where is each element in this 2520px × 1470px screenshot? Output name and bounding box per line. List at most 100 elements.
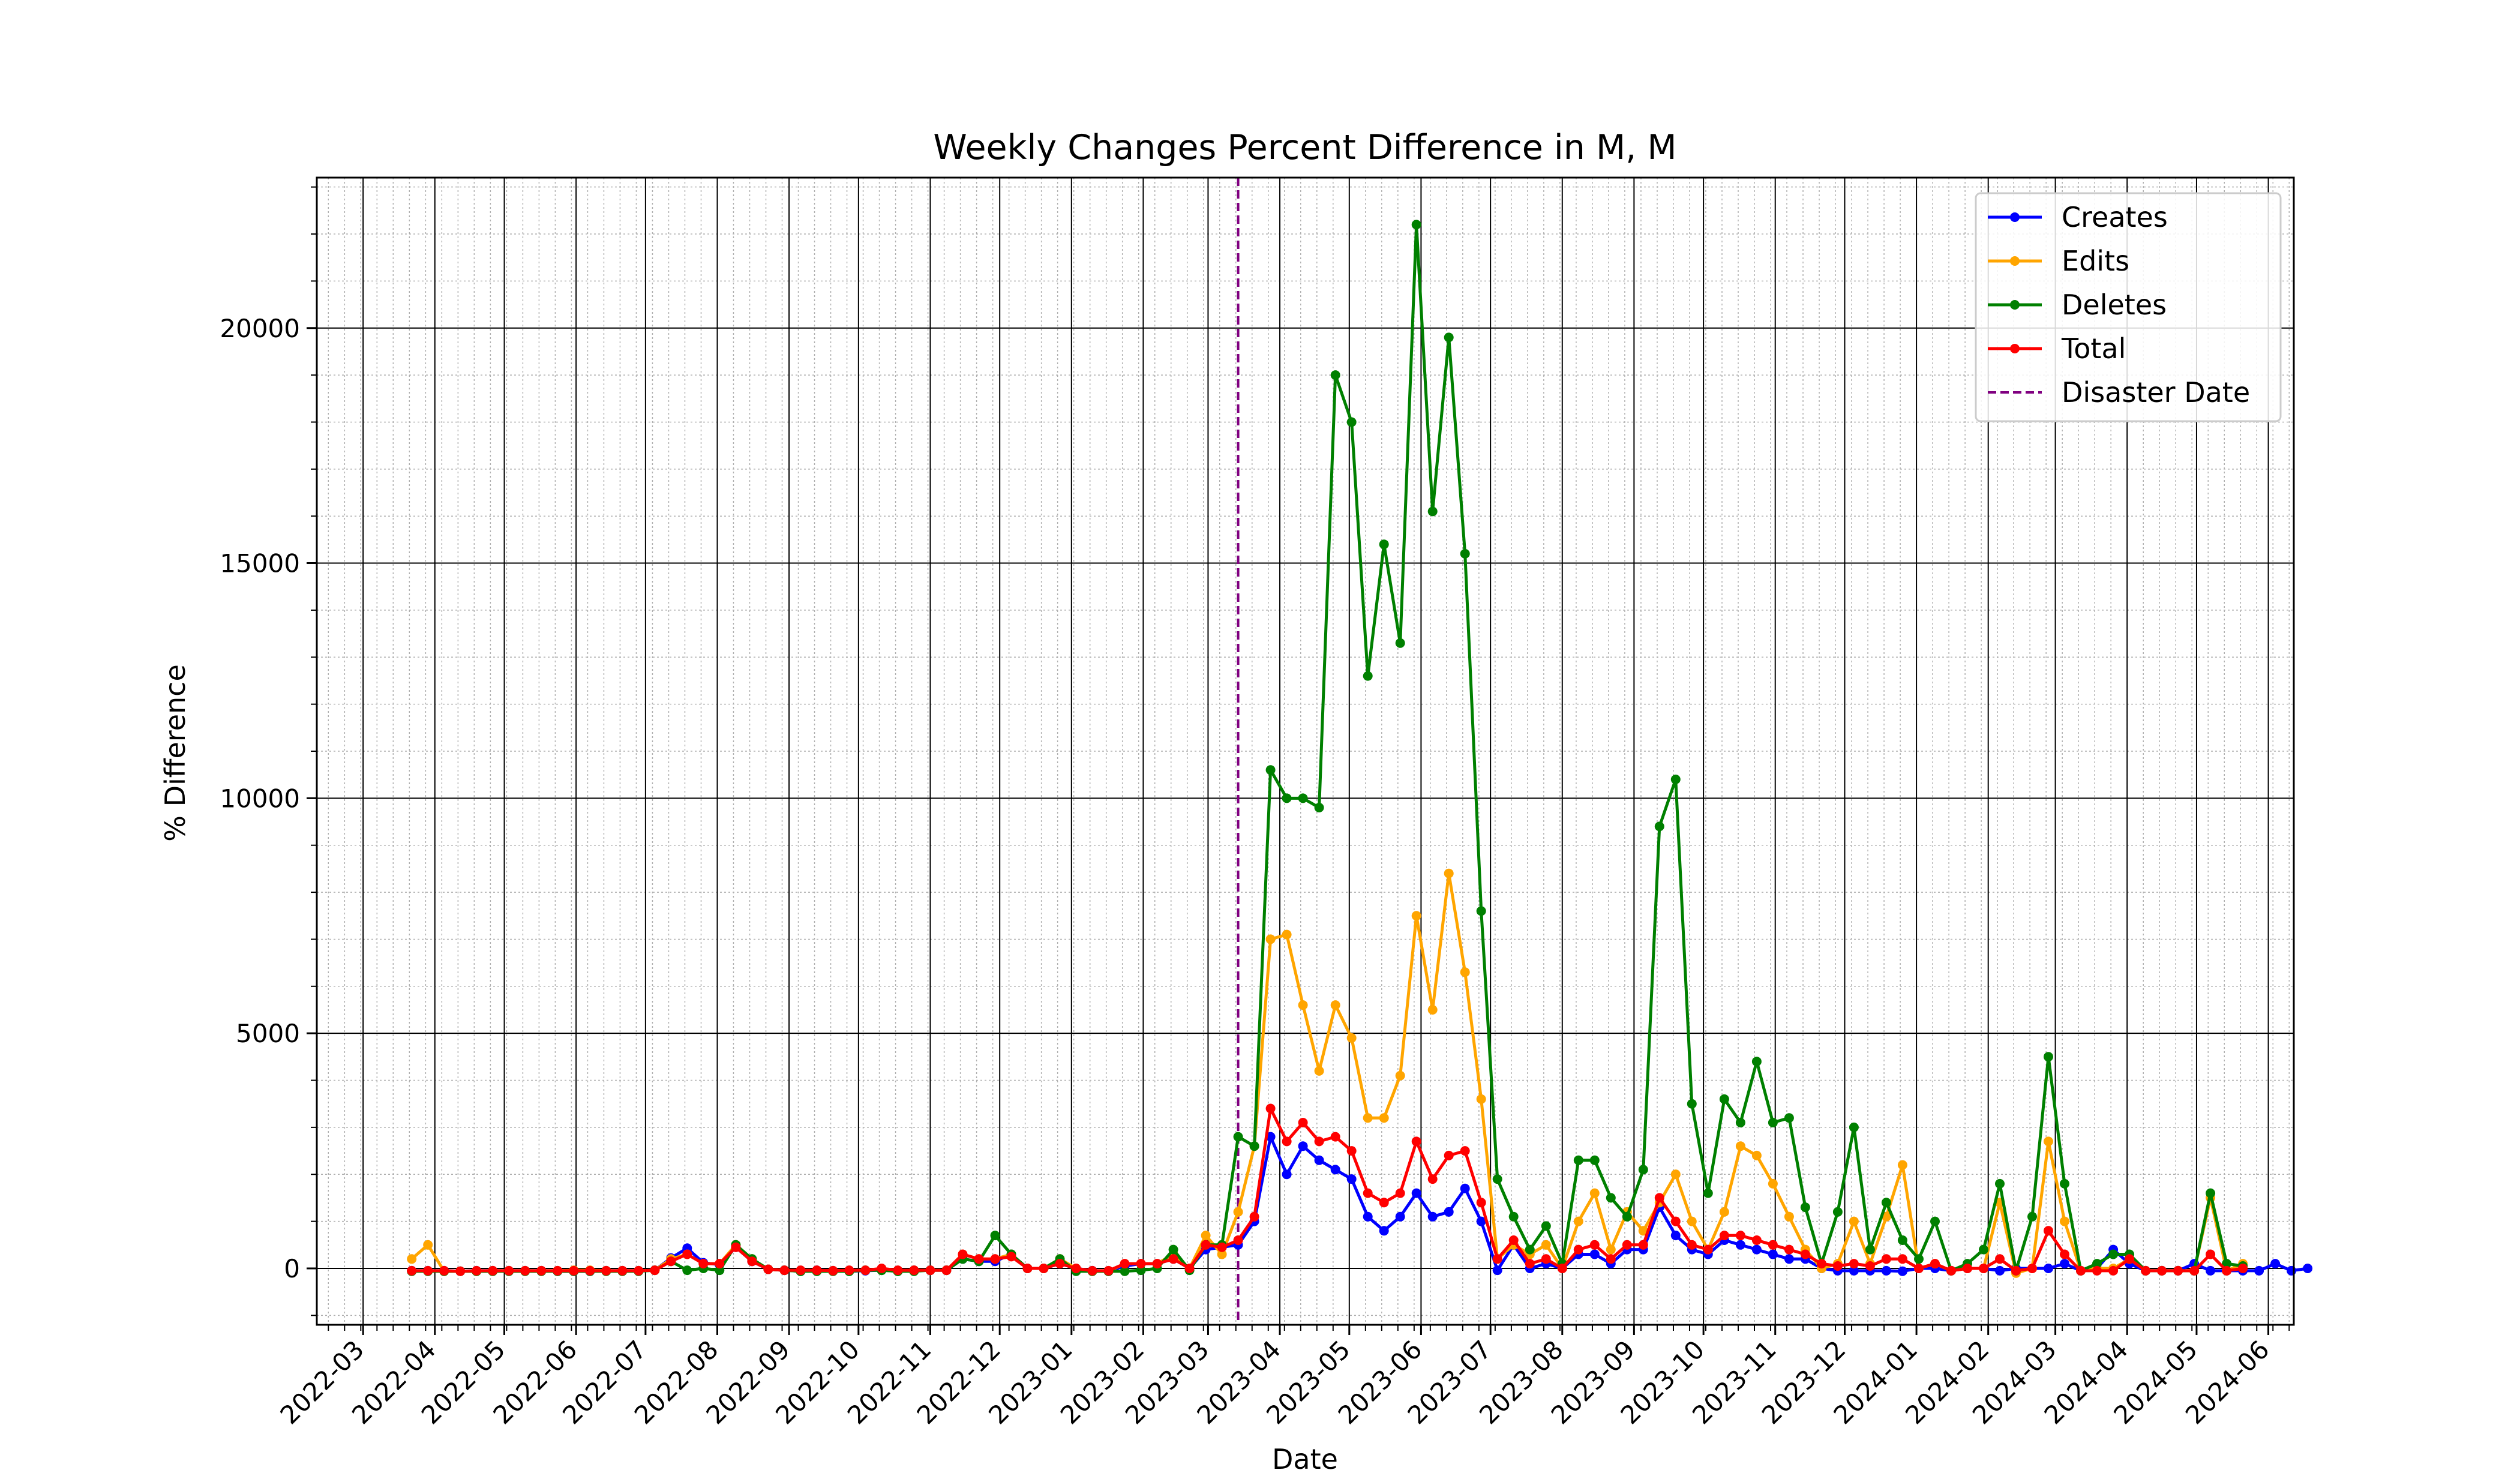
data-point-total [1914,1264,1924,1273]
data-point-deletes [1800,1202,1810,1213]
x-axis-label: Date [1272,1443,1338,1470]
data-point-total [2189,1265,2200,1276]
y-axis-ticks: 0 5000 10000 15000 20000 [220,186,317,1316]
data-point-deletes [2027,1211,2037,1222]
data-point-edits [1282,929,1292,940]
data-point-deletes [715,1265,725,1276]
data-point-creates [1735,1240,1745,1250]
data-point-edits [1201,1231,1211,1241]
data-point-edits [1751,1150,1762,1160]
data-point-total [1979,1264,1988,1273]
data-point-deletes [1249,1141,1259,1151]
data-point-total [1184,1264,1195,1273]
data-point-total [1849,1259,1859,1269]
data-point-total [1622,1240,1632,1250]
data-point-edits [1233,1207,1243,1217]
data-point-deletes [2044,1052,2053,1062]
data-point-deletes [1265,765,1276,775]
data-point-total [439,1265,449,1276]
data-point-total [1784,1244,1794,1255]
data-point-total [1346,1146,1357,1156]
data-point-deletes [2108,1249,2119,1259]
data-point-edits [1768,1178,1778,1189]
data-point-edits [407,1254,417,1264]
data-point-creates [1411,1188,1421,1198]
legend-label: Creates [2062,201,2168,233]
data-point-edits [1573,1216,1583,1226]
data-point-total [2092,1265,2102,1276]
data-point-total [1963,1264,1972,1273]
legend-box [1975,192,2282,422]
data-point-total [2173,1265,2183,1276]
data-point-total [893,1265,903,1276]
data-point-edits [1476,1094,1486,1104]
data-point-total [958,1249,968,1259]
data-point-total [1152,1259,1162,1269]
data-point-total [1136,1259,1146,1269]
data-point-total [1638,1240,1648,1250]
data-point-total [2238,1264,2248,1273]
data-point-total [536,1265,547,1276]
series-line-deletes [412,223,2243,1273]
data-point-edits [2060,1216,2069,1226]
data-point-deletes [990,1231,1000,1241]
data-point-total [1201,1240,1211,1250]
data-point-total [1541,1254,1551,1264]
data-point-edits [1314,1066,1324,1076]
data-point-total [779,1265,790,1276]
data-point-total [2108,1265,2119,1276]
data-point-creates [1589,1249,1600,1259]
data-point-deletes [2092,1259,2102,1269]
data-point-deletes [1849,1122,1859,1132]
data-point-total [666,1256,676,1267]
y-tick-label: 20000 [220,314,300,343]
data-point-deletes [1606,1193,1616,1203]
data-point-deletes [1719,1094,1729,1104]
data-point-creates [1897,1266,1907,1276]
data-point-deletes [1168,1244,1178,1255]
data-point-creates [1784,1254,1794,1264]
y-axis-label: % Difference [159,664,191,841]
data-point-deletes [1784,1113,1794,1123]
data-point-total [601,1265,611,1276]
data-point-total [1573,1244,1583,1255]
data-point-deletes [1136,1265,1146,1276]
data-point-total [407,1265,417,1276]
data-point-creates [1346,1174,1357,1184]
data-point-creates [1492,1265,1502,1276]
data-point-edits [1897,1160,1907,1170]
data-point-deletes [1330,370,1340,380]
data-point-deletes [1654,821,1664,832]
data-point-total [1330,1132,1340,1142]
data-point-edits [1460,967,1470,977]
data-point-total [1103,1265,1114,1276]
data-point-creates [1298,1141,1308,1151]
data-point-total [763,1264,773,1274]
data-point-total [909,1265,919,1276]
data-point-edits [1298,1000,1308,1010]
data-point-total [2044,1226,2053,1236]
data-point-deletes [682,1265,692,1276]
series-creates [407,1132,2313,1276]
data-point-deletes [1622,1211,1632,1222]
data-point-creates [2044,1264,2053,1273]
data-point-creates [1670,1231,1681,1241]
data-point-total [941,1265,952,1276]
data-point-total [844,1265,854,1276]
data-point-total [2157,1265,2167,1276]
data-point-total [1217,1242,1227,1252]
data-point-total [1703,1244,1713,1255]
data-point-deletes [1427,506,1438,517]
data-point-total [974,1254,984,1264]
data-point-edits [1411,911,1421,921]
data-point-edits [1217,1249,1227,1259]
data-point-total [1492,1254,1502,1264]
data-point-total [1444,1150,1454,1160]
data-point-edits [2044,1136,2053,1147]
data-point-total [1816,1259,1826,1269]
data-point-total [423,1265,433,1276]
data-point-deletes [2206,1188,2216,1198]
data-point-total [472,1265,482,1276]
data-point-creates [1363,1211,1373,1222]
data-point-total [553,1265,563,1276]
